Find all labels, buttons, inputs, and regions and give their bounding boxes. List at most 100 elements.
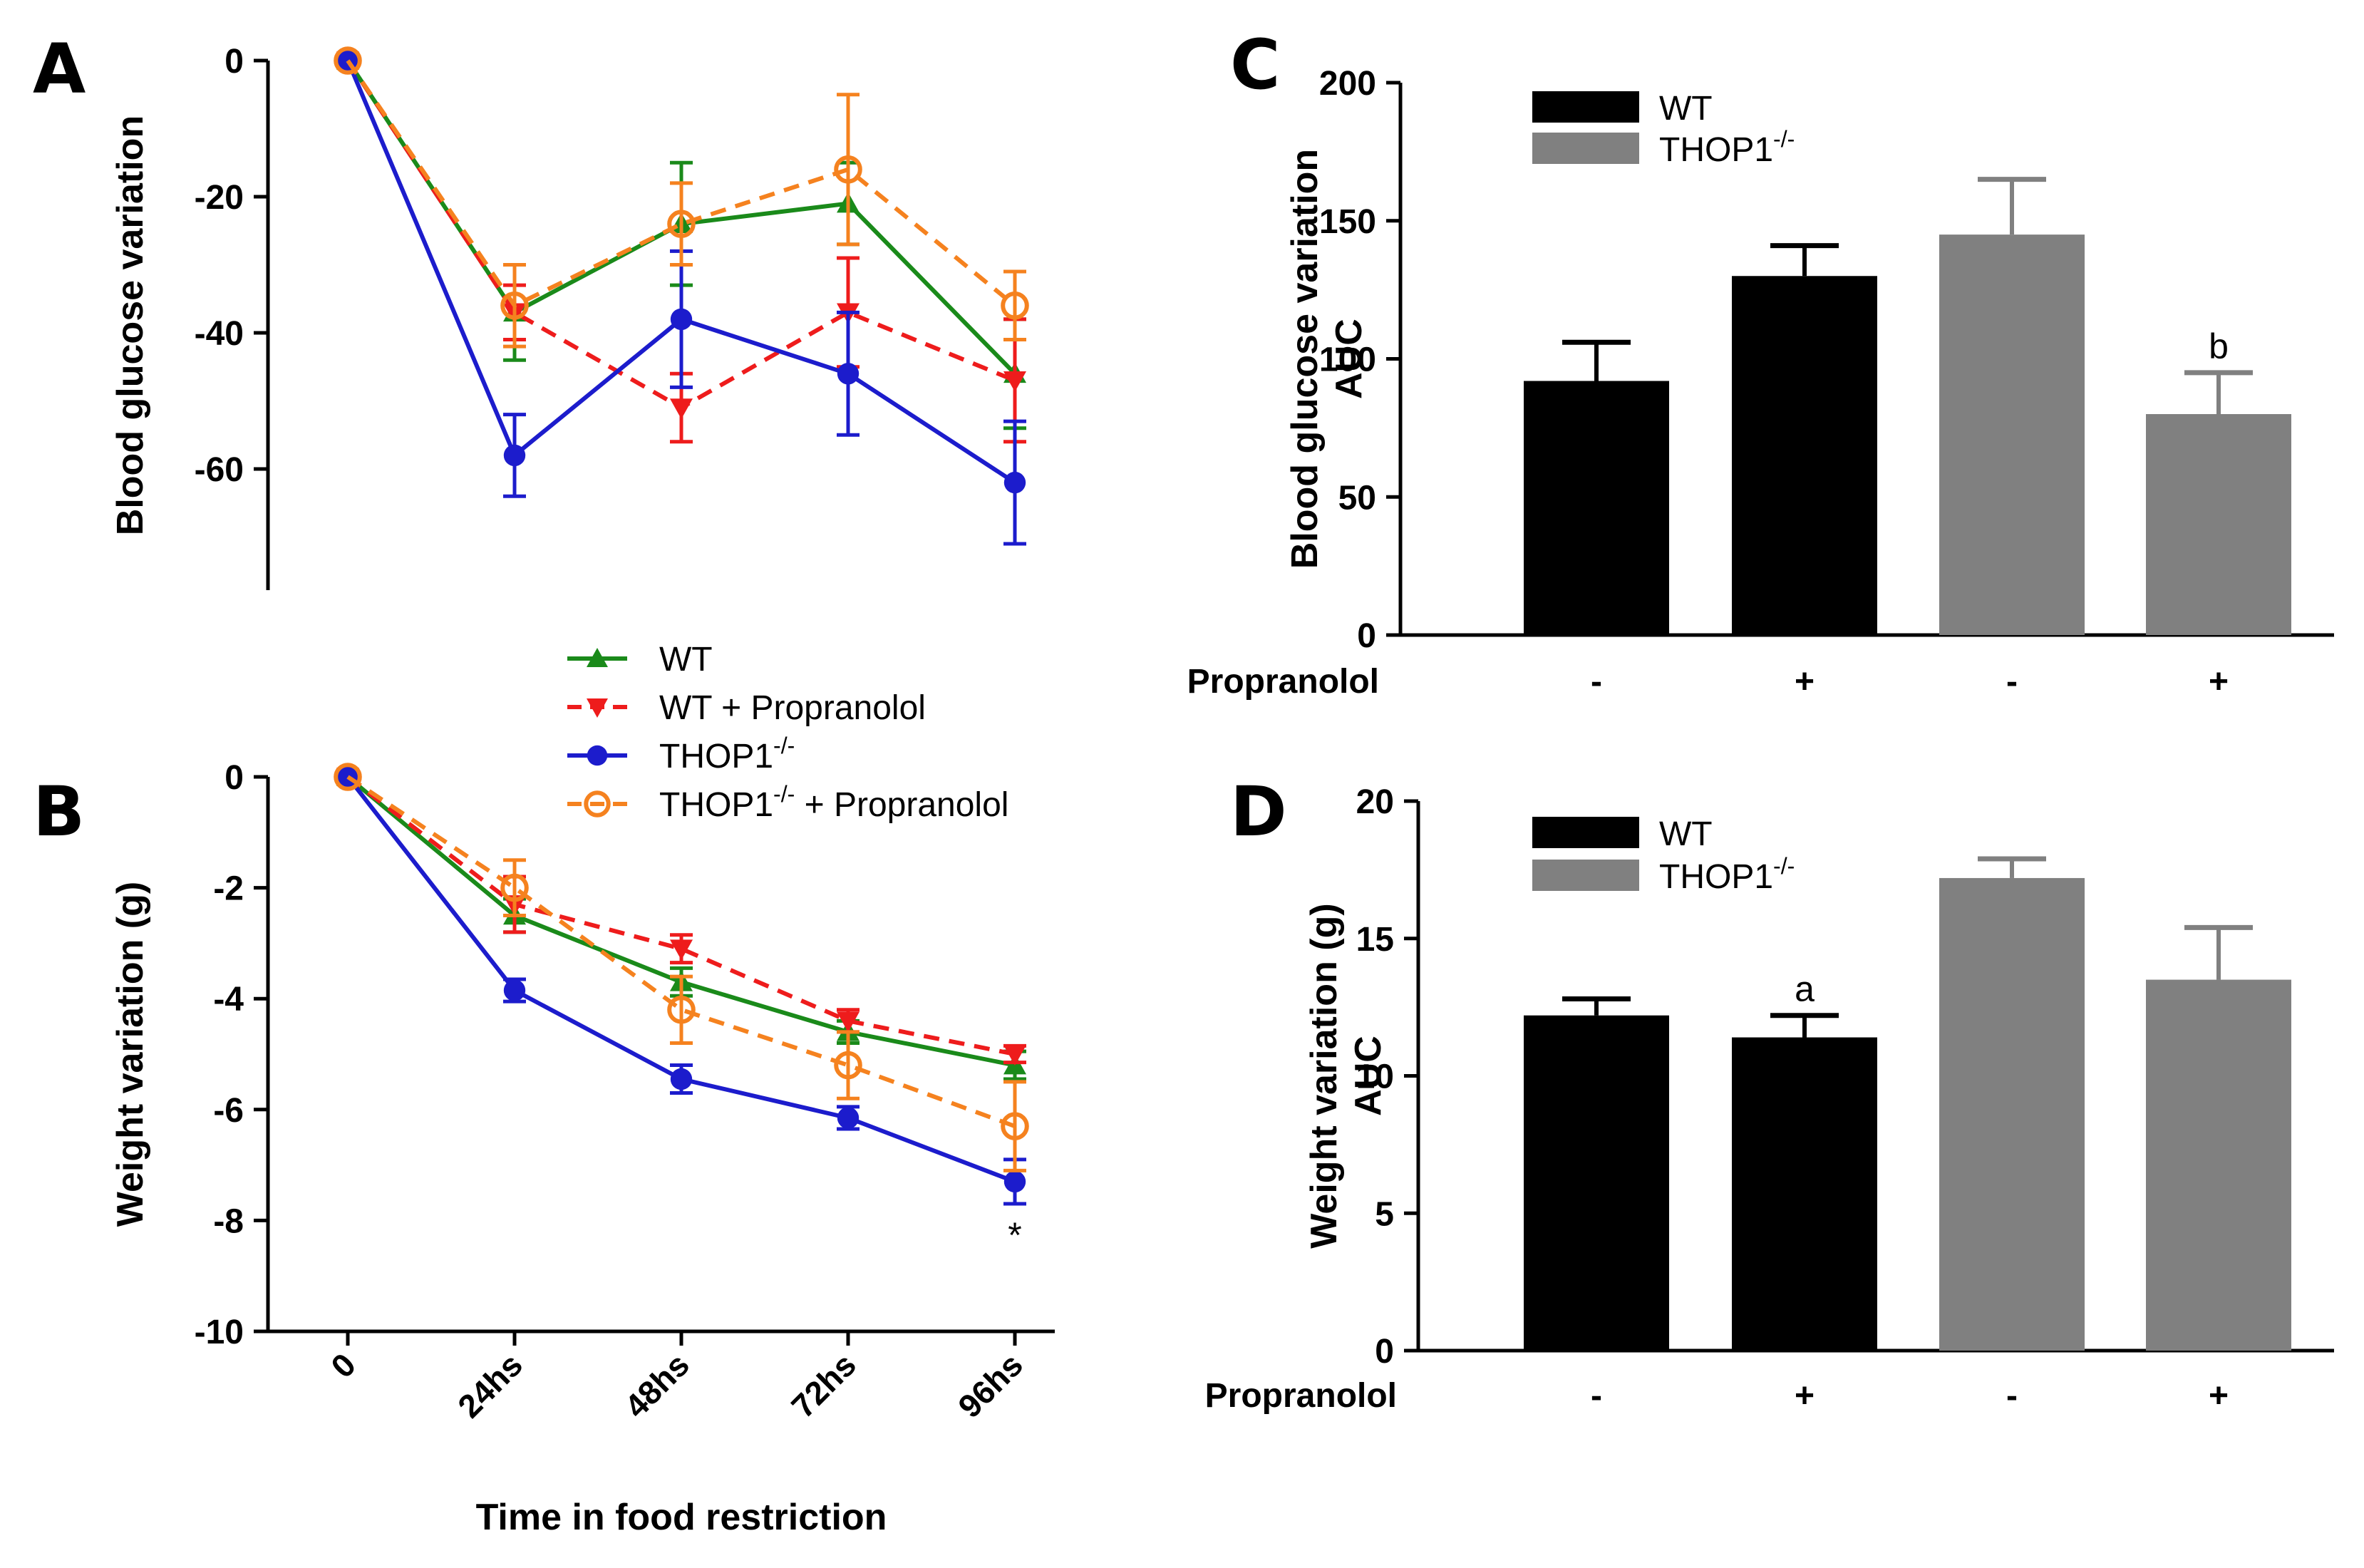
propranolol-sign: + <box>1795 663 1815 701</box>
propranolol-row-label: Propranolol <box>1205 1377 1397 1415</box>
data-point <box>500 873 529 902</box>
legend-label: THOP1-/- <box>1659 126 1795 169</box>
y-tick-label: -10 <box>195 1314 244 1351</box>
data-point <box>670 308 693 331</box>
legend-label: THOP1-/- + Propranolol <box>659 781 1008 824</box>
legend-item: WT <box>1532 90 1713 128</box>
legend-item: THOP1-/- + Propranolol <box>567 781 1008 824</box>
legend-label: WT <box>1659 90 1713 128</box>
legend-swatch <box>1532 817 1639 848</box>
legend-item: THOP1-/- <box>1532 853 1795 896</box>
legend-marker <box>584 790 611 817</box>
data-point <box>1003 371 1026 392</box>
panel-letter-D: D <box>1230 772 1287 852</box>
series-line <box>346 775 1016 1128</box>
y-tick-label: 0 <box>224 759 244 797</box>
data-point <box>503 444 526 467</box>
data-point <box>837 1107 860 1129</box>
bar <box>1524 1015 1669 1351</box>
legend-item: THOP1-/- <box>567 733 795 775</box>
y-tick-label: 200 <box>1319 65 1376 103</box>
series-thop1-propranolol <box>334 763 1029 1172</box>
legend-swatch <box>1532 91 1639 123</box>
y-tick-label: -8 <box>213 1202 244 1240</box>
series-line <box>346 59 1016 309</box>
data-point <box>1003 471 1026 494</box>
x-tick-label: 24hs <box>450 1346 530 1425</box>
propranolol-sign: - <box>2006 1377 2018 1415</box>
propranolol-sign: - <box>2006 663 2018 701</box>
annotation-star: * <box>1008 1215 1021 1255</box>
panel-letter-A: A <box>33 29 86 109</box>
data-point <box>1003 1045 1026 1066</box>
y-tick-label: 15 <box>1356 921 1394 959</box>
legend-swatch <box>1532 133 1639 164</box>
data-point <box>667 210 696 239</box>
bar <box>1939 234 2085 635</box>
propranolol-sign: - <box>1591 663 1602 701</box>
legend-marker <box>587 745 608 766</box>
data-point <box>1003 1170 1026 1193</box>
legend-item: WT <box>1532 815 1713 853</box>
legend-marker <box>587 698 608 718</box>
series-line <box>346 775 1016 1056</box>
y-tick-label: -2 <box>213 870 244 908</box>
x-tick-label: 96hs <box>951 1346 1030 1425</box>
propranolol-sign: + <box>2209 1377 2229 1415</box>
y-axis-label: Blood glucose variation <box>110 115 151 535</box>
data-point <box>834 155 862 184</box>
panel-C: C 0 50 100 150 200 Blood glucose variation AUC -… <box>1187 25 2334 701</box>
legend-swatch <box>1532 860 1639 891</box>
panel-letter-B: B <box>33 772 85 852</box>
data-point <box>500 292 529 320</box>
propranolol-row-label: Propranolol <box>1187 663 1379 701</box>
bar-annotation: a <box>1795 969 1815 1009</box>
data-point <box>834 1051 862 1080</box>
data-point <box>670 939 693 961</box>
y-tick-label: -20 <box>195 179 244 217</box>
y-axis-label-auc: AUC <box>1348 1036 1389 1116</box>
legend-label: WT <box>1659 815 1713 853</box>
y-axis-label: Weight variation (g) <box>1304 903 1345 1248</box>
panel-A: A 0 -20 -40 -60 Blood glucose variation <box>33 29 1029 590</box>
panel-B: B 0 -2 -4 -6 -8 -10 Weight variation (g) 0 24hs 48… <box>33 759 1055 1538</box>
propranolol-sign: - <box>1591 1377 1602 1415</box>
y-tick-label: -40 <box>195 315 244 353</box>
data-point <box>670 398 693 420</box>
data-point <box>334 46 362 75</box>
y-tick-label: -60 <box>195 451 244 489</box>
legend-item: WT <box>567 641 713 679</box>
data-point <box>837 1011 860 1033</box>
x-axis-label: Time in food restriction <box>476 1497 887 1538</box>
y-tick-label: 0 <box>1357 617 1376 655</box>
series-thop1- <box>336 49 1026 546</box>
propranolol-sign: + <box>1795 1377 1815 1415</box>
y-tick-label: 50 <box>1338 479 1376 517</box>
x-tick-label: 0 <box>324 1346 363 1385</box>
line-legend: WT WT + Propranolol THOP1-/- THOP1-/- + Pro… <box>567 641 1008 824</box>
propranolol-sign: + <box>2209 663 2229 701</box>
bar <box>1939 877 2085 1351</box>
series-thop1- <box>336 765 1026 1206</box>
data-point <box>670 1068 693 1090</box>
data-point <box>1001 1112 1029 1140</box>
y-tick-label: 150 <box>1319 203 1376 241</box>
y-tick-label: 0 <box>224 43 244 81</box>
y-tick-label: 10 <box>1356 1058 1394 1096</box>
y-tick-label: -6 <box>213 1092 244 1130</box>
data-point <box>1001 292 1029 320</box>
x-tick-label: 72hs <box>784 1346 863 1425</box>
legend-item: THOP1-/- <box>1532 126 1795 169</box>
bar-annotation: b <box>2209 326 2229 366</box>
legend-label: THOP1-/- <box>1659 853 1795 896</box>
y-tick-label: 0 <box>1375 1333 1394 1371</box>
panel-letter-C: C <box>1230 25 1280 105</box>
y-tick-label: 5 <box>1375 1195 1394 1233</box>
y-axis-label-auc: AUC <box>1328 319 1370 399</box>
y-axis-label: Weight variation (g) <box>110 882 151 1227</box>
bar <box>1524 381 1669 635</box>
y-tick-label: 20 <box>1356 783 1394 821</box>
x-tick-label: 48hs <box>617 1346 696 1425</box>
bar <box>2146 979 2291 1351</box>
